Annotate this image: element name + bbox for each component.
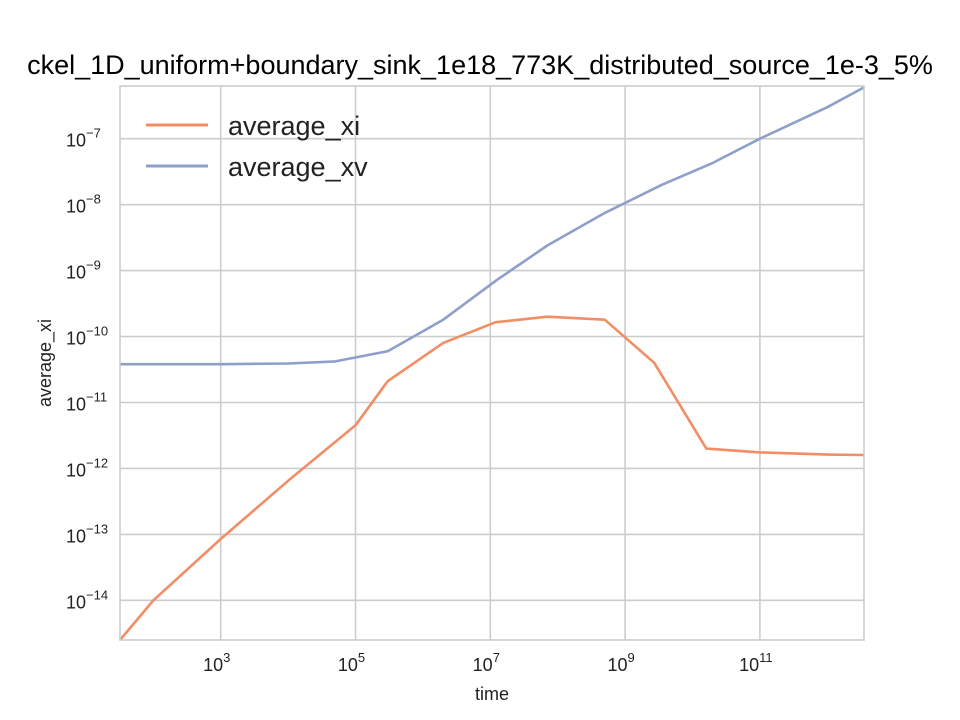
y-axis-label: average_xi: [35, 319, 56, 407]
y-tick-label: 10−9: [66, 258, 101, 283]
y-tick-label: 10−11: [66, 390, 107, 415]
legend-label-average-xv: average_xv: [228, 152, 368, 182]
grid: [120, 86, 864, 640]
y-tick-label: 10−8: [66, 192, 101, 217]
x-tick-label: 109: [607, 650, 634, 675]
y-tick-label: 10−12: [66, 455, 108, 480]
x-tick-label: 105: [338, 650, 365, 675]
x-axis-label: time: [475, 684, 509, 704]
y-axis-ticks: 10−14 10−13 10−12 10−11 10−10 10−9 10−8 10−7: [66, 126, 108, 613]
y-tick-label: 10−10: [66, 324, 108, 349]
y-tick-label: 10−14: [66, 587, 108, 612]
x-tick-label: 103: [203, 650, 230, 675]
y-tick-label: 10−7: [66, 126, 101, 151]
legend-label-average-xi: average_xi: [228, 111, 360, 141]
x-axis-ticks: 103 105 107 109 1011: [203, 650, 773, 675]
series-line-average-xv: [120, 86, 865, 366]
series-line-average-xi: [119, 315, 865, 641]
y-tick-label: 10−13: [66, 521, 108, 546]
x-tick-label: 1011: [739, 650, 773, 675]
series-layer: [119, 86, 865, 641]
x-tick-label: 107: [473, 650, 500, 675]
legend: average_xi average_xv: [146, 111, 368, 182]
plot-frame: [119, 85, 865, 641]
chart-title: ckel_1D_uniform+boundary_sink_1e18_773K_…: [27, 50, 933, 80]
